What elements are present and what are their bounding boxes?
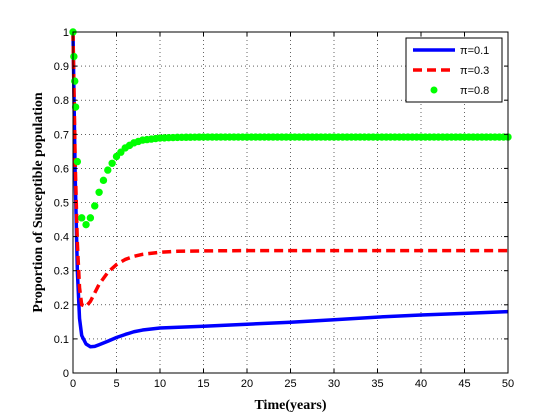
series-3-marker	[104, 166, 112, 174]
x-tick-label: 15	[197, 378, 209, 390]
legend: π=0.1 π=0.3 π=0.8	[405, 37, 503, 103]
y-tick-label: 0	[63, 368, 69, 380]
y-tick-label: 1	[63, 27, 69, 39]
y-axis-title: Proportion of Susceptible population	[31, 92, 46, 312]
series-3-marker	[112, 152, 121, 161]
series-1	[71, 31, 509, 349]
x-tick-label: 25	[284, 378, 296, 390]
series-2	[71, 31, 508, 309]
x-tick-label: 10	[154, 378, 166, 390]
x-tick-label: 0	[70, 378, 76, 390]
series-layer	[69, 28, 512, 349]
series-3-marker	[117, 148, 125, 156]
x-tick-label: 50	[502, 378, 514, 390]
series-3-marker	[73, 157, 82, 166]
x-tick-label: 45	[458, 378, 470, 390]
x-tick-label: 40	[415, 378, 427, 390]
legend-label: π=0.3	[460, 65, 489, 77]
ticks: 0 5 10 15 20 25 30 35 40 45 50 0 0.1 0.2 0.3 0.4 0.5 0.6 0…	[54, 27, 514, 390]
legend-label: π=0.8	[460, 85, 489, 97]
legend-item: π=0.1	[413, 45, 489, 57]
y-tick-label: 0.3	[54, 266, 69, 278]
series-3	[69, 28, 512, 229]
legend-label: π=0.1	[460, 45, 489, 57]
y-tick-label: 0.5	[54, 198, 69, 210]
series-3-marker	[86, 214, 95, 222]
y-tick-label: 0.4	[54, 232, 69, 244]
series-2-line	[71, 31, 508, 309]
x-tick-label: 20	[241, 378, 253, 390]
series-3-marker	[71, 103, 80, 111]
series-1-line	[71, 31, 509, 349]
y-tick-label: 0.6	[54, 163, 69, 175]
y-tick-label: 0.8	[54, 95, 69, 107]
y-tick-label: 0.9	[54, 61, 69, 73]
y-tick-label: 0.7	[54, 129, 69, 141]
x-axis-title: Time(years)	[254, 398, 326, 413]
y-tick-label: 0.2	[54, 300, 69, 312]
series-3-marker	[91, 202, 99, 210]
series-3-marker	[82, 220, 90, 229]
series-3-marker	[108, 159, 116, 167]
series-3-marker	[78, 214, 86, 222]
series-3-marker	[70, 52, 78, 61]
x-tick-label: 5	[113, 378, 119, 390]
x-tick-label: 30	[328, 378, 340, 390]
legend-item: π=0.3	[413, 65, 489, 77]
series-3-marker	[95, 188, 103, 196]
legend-swatch	[430, 86, 438, 94]
legend-item: π=0.8	[430, 85, 489, 97]
y-tick-label: 0.1	[54, 334, 69, 346]
x-tick-label: 35	[371, 378, 383, 390]
series-3-marker	[99, 176, 108, 185]
